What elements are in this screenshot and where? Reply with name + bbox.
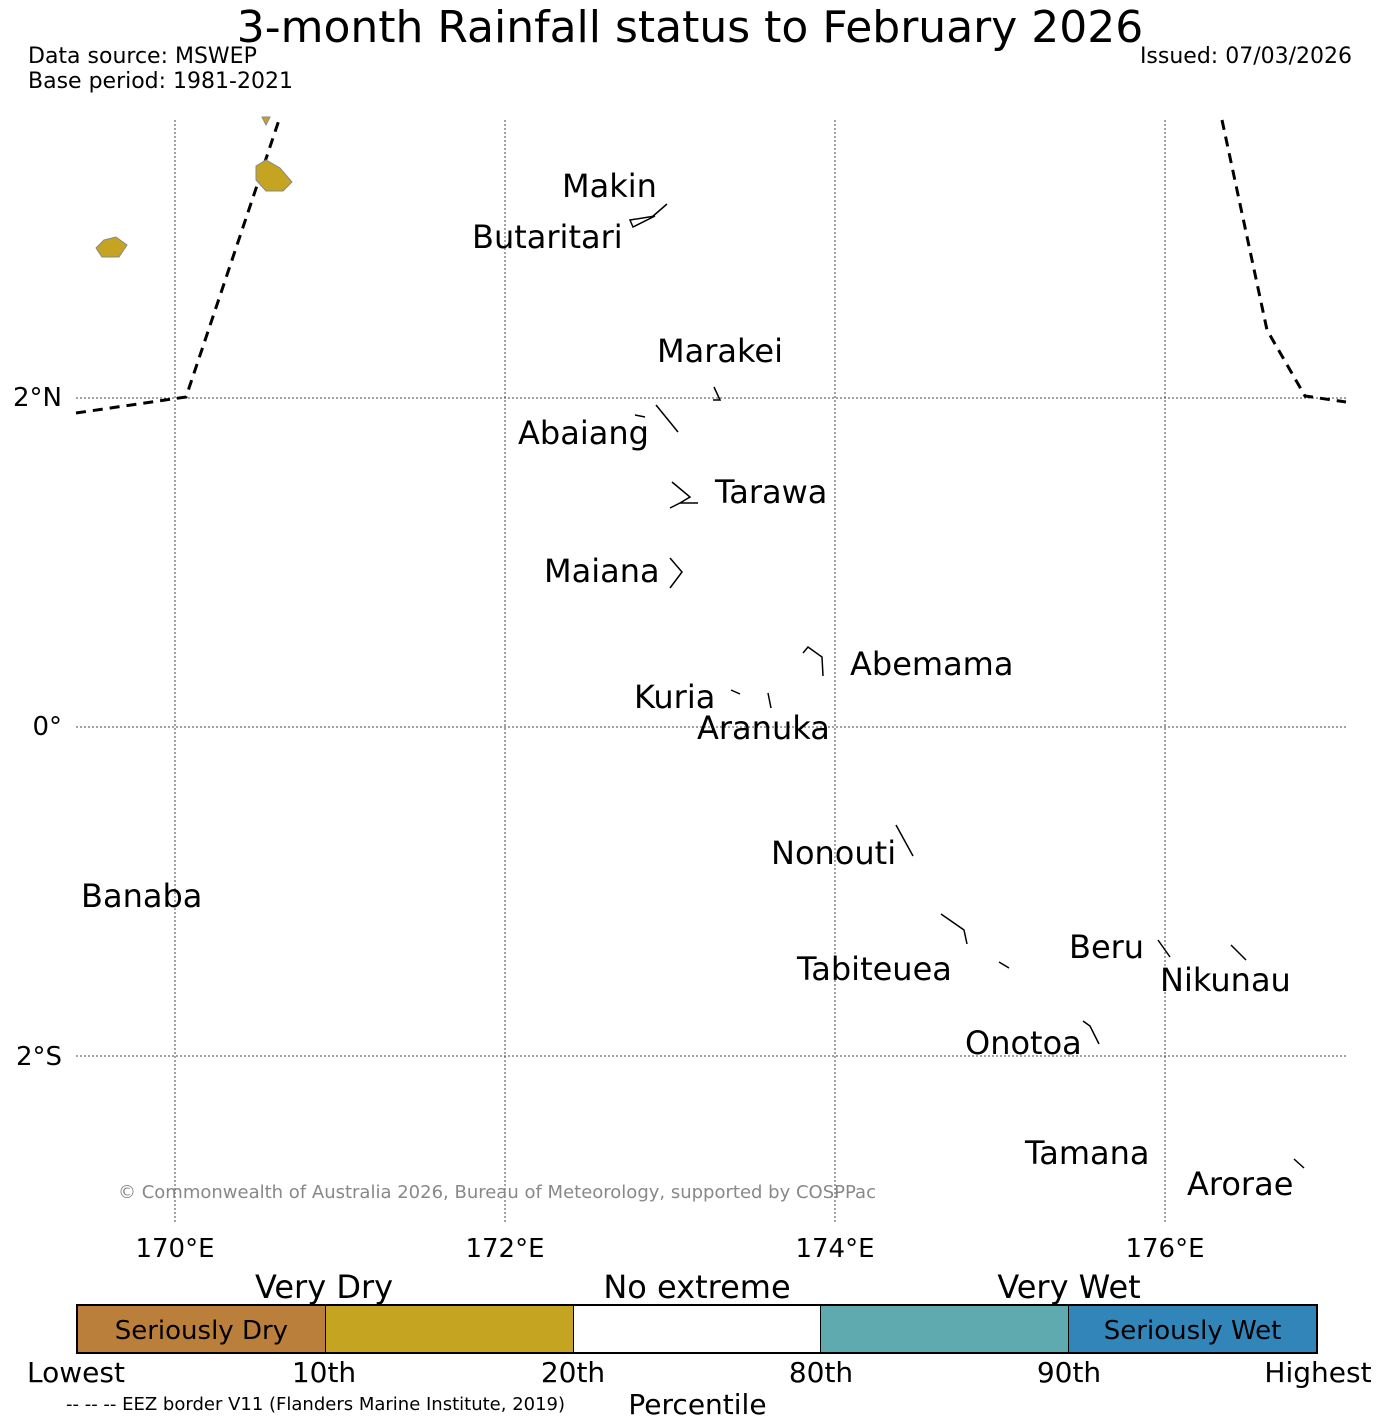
map-title: 3-month Rainfall status to February 2026 xyxy=(236,2,1144,53)
island-fragment xyxy=(261,116,271,127)
percentile-lowest: Lowest xyxy=(27,1356,125,1389)
atoll-makin xyxy=(651,203,668,218)
eez-border xyxy=(75,116,1347,415)
percentile-highest: Highest xyxy=(1264,1356,1372,1389)
atoll-onotoa xyxy=(1082,1020,1100,1045)
copyright-notice: © Commonwealth of Australia 2026, Bureau… xyxy=(118,1182,876,1203)
rainfall-map: Makin Butaritari Marakei Abaiang Tarawa … xyxy=(13,116,1347,1260)
percentile-10th: 10th xyxy=(291,1356,357,1389)
banaba-landmass xyxy=(95,236,128,258)
lat-label-2n: 2°N xyxy=(13,383,62,413)
atoll-tabiteuea-north xyxy=(940,913,968,945)
graticule xyxy=(76,120,1346,1222)
atoll-tabiteuea-south xyxy=(998,961,1010,969)
percentile-axis-title: Percentile xyxy=(628,1388,767,1421)
eez-border-note: -- -- -- EEZ border V11 (Flanders Marine… xyxy=(66,1394,566,1415)
label-abemama: Abemama xyxy=(850,645,1013,683)
label-tarawa: Tarawa xyxy=(714,473,827,511)
group-label-no-extreme: No extreme xyxy=(603,1268,791,1306)
colorbar-seriously-dry: Seriously Dry xyxy=(78,1306,326,1352)
label-abaiang: Abaiang xyxy=(518,414,649,452)
atoll-tarawa-south xyxy=(669,502,681,509)
percentile-80th: 80th xyxy=(788,1356,854,1389)
label-maiana: Maiana xyxy=(544,552,660,590)
land-areas xyxy=(95,116,293,258)
eez-border-west xyxy=(75,116,282,415)
group-label-very-dry: Very Dry xyxy=(254,1268,394,1306)
lat-label-2s: 2°S xyxy=(16,1042,62,1072)
label-aranuka: Aranuka xyxy=(697,709,830,747)
percentile-90th: 90th xyxy=(1036,1356,1102,1389)
lon-label-174e: 174°E xyxy=(795,1234,874,1260)
colorbar-seriously-wet: Seriously Wet xyxy=(1069,1306,1316,1352)
label-onotoa: Onotoa xyxy=(965,1024,1082,1062)
atoll-arorae xyxy=(1293,1158,1305,1169)
label-tabiteuea: Tabiteuea xyxy=(796,950,952,988)
atoll-aranuka xyxy=(767,692,772,709)
atoll-butaritari xyxy=(628,215,656,229)
colorbar-very-dry xyxy=(325,1306,574,1352)
data-source: Data source: MSWEP xyxy=(28,44,257,69)
lat-label-0: 0° xyxy=(32,712,62,742)
issued-date: Issued: 07/03/2026 xyxy=(1139,44,1352,69)
lon-label-172e: 172°E xyxy=(465,1234,544,1260)
atoll-nikunau xyxy=(1230,944,1247,961)
island-labels: Makin Butaritari Marakei Abaiang Tarawa … xyxy=(81,167,1293,1203)
atoll-abemama xyxy=(802,645,824,677)
eez-border-east xyxy=(1220,119,1347,404)
base-period: Base period: 1981-2021 xyxy=(28,69,293,94)
label-beru: Beru xyxy=(1069,928,1144,966)
label-nikunau: Nikunau xyxy=(1160,961,1291,999)
axis-labels: 2°N 0° 2°S 170°E 172°E 174°E 176°E xyxy=(13,383,1205,1260)
atoll-kuria xyxy=(730,689,741,695)
colorbar-very-wet xyxy=(821,1306,1070,1352)
label-nonouti: Nonouti xyxy=(771,834,896,872)
atoll-nonouti xyxy=(895,824,914,857)
group-label-very-wet: Very Wet xyxy=(997,1268,1141,1306)
label-tamana: Tamana xyxy=(1024,1134,1150,1172)
label-makin: Makin xyxy=(562,167,657,205)
lon-label-170e: 170°E xyxy=(135,1234,214,1260)
colorbar: Seriously Dry Seriously Wet xyxy=(76,1304,1318,1354)
percentile-20th: 20th xyxy=(540,1356,606,1389)
atolls xyxy=(628,203,1305,1169)
label-marakei: Marakei xyxy=(657,332,783,370)
nauru-landmass xyxy=(255,159,293,192)
atoll-marakei xyxy=(713,386,722,401)
atoll-maiana xyxy=(669,557,683,589)
lon-label-176e: 176°E xyxy=(1125,1234,1204,1260)
atoll-abaiang xyxy=(655,404,679,433)
label-kuria: Kuria xyxy=(634,678,715,716)
label-butaritari: Butaritari xyxy=(472,218,623,256)
atoll-beru xyxy=(1157,939,1171,958)
label-arorae: Arorae xyxy=(1187,1165,1293,1203)
label-banaba: Banaba xyxy=(81,877,202,915)
colorbar-no-extreme xyxy=(573,1306,822,1352)
atoll-tarawa xyxy=(671,481,698,504)
atoll-abaiang-islet xyxy=(634,414,646,418)
